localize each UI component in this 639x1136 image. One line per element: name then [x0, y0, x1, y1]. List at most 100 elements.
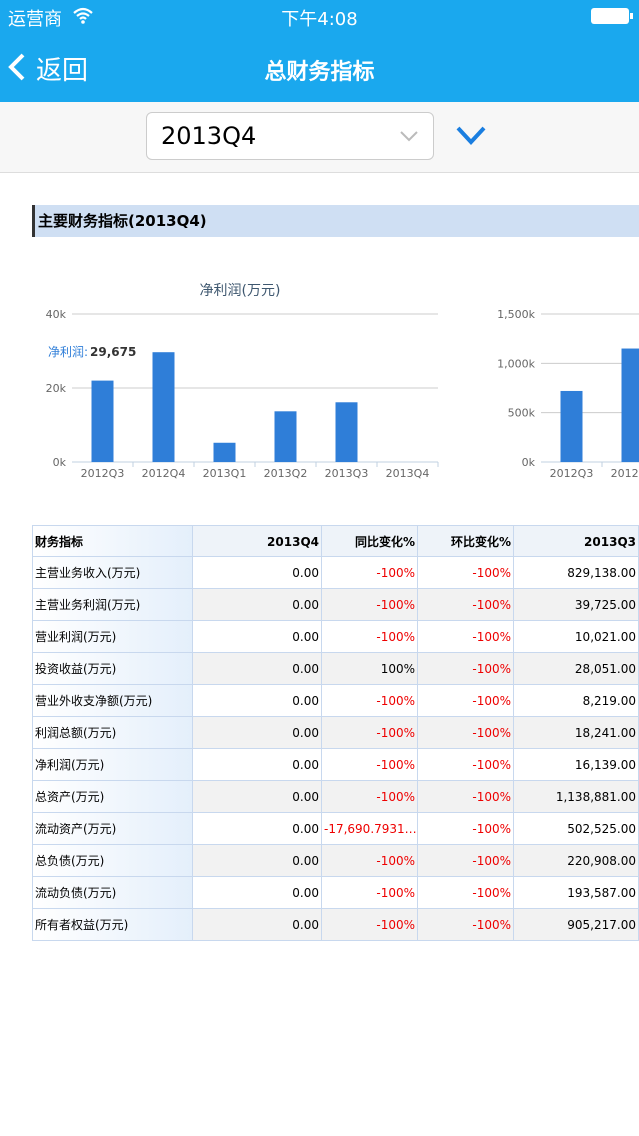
table-cell: -100%: [418, 845, 514, 877]
dropdown-chevron[interactable]: [455, 124, 487, 148]
table-cell: 193,587.00: [514, 877, 639, 909]
table-cell: 0.00: [193, 685, 322, 717]
table-cell: 流动资产(万元): [32, 813, 193, 845]
tooltip: 净利润: 29,675: [48, 345, 136, 359]
table-cell: 投资收益(万元): [32, 653, 193, 685]
table-cell: -100%: [322, 621, 418, 653]
x-tick-label: 2012Q3: [81, 467, 125, 480]
header-cell: 财务指标: [32, 525, 193, 557]
table-cell: -100%: [322, 909, 418, 941]
table-cell: -100%: [322, 845, 418, 877]
table-cell: 0.00: [193, 813, 322, 845]
table-cell: 0.00: [193, 717, 322, 749]
table-cell: 16,139.00: [514, 749, 639, 781]
table-cell: -100%: [418, 717, 514, 749]
x-tick-label: 2013Q3: [325, 467, 369, 480]
table-cell: 0.00: [193, 781, 322, 813]
table-cell: 18,241.00: [514, 717, 639, 749]
section-title: 主要财务指标(2013Q4): [32, 205, 639, 237]
bar: [213, 442, 236, 462]
clock: 下午4:08: [281, 9, 358, 30]
table-cell: -100%: [322, 589, 418, 621]
y-tick-label: 500k: [508, 407, 536, 420]
table-cell: -100%: [418, 813, 514, 845]
tooltip-label: 净利润:: [48, 345, 88, 359]
table-cell: 905,217.00: [514, 909, 639, 941]
table-cell: 100%: [322, 653, 418, 685]
bar: [152, 352, 175, 462]
table-cell: 总资产(万元): [32, 781, 193, 813]
table-cell: -100%: [322, 685, 418, 717]
header-bar: 运营商 下午4:08 返回 总财务指标: [0, 0, 639, 102]
table-cell: 营业利润(万元): [32, 621, 193, 653]
y-tick-label: 0k: [522, 456, 536, 469]
table-cell: 502,525.00: [514, 813, 639, 845]
table-cell: 0.00: [193, 557, 322, 589]
y-tick-label: 1,500k: [497, 308, 535, 321]
table-cell: 8,219.00: [514, 685, 639, 717]
table-cell: -100%: [322, 557, 418, 589]
bar: [335, 402, 358, 462]
table-cell: -100%: [418, 877, 514, 909]
table-cell: 利润总额(万元): [32, 717, 193, 749]
table-cell: -17,690.7931…: [322, 813, 418, 845]
table-cell: -100%: [322, 717, 418, 749]
x-tick-label: 2012Q4: [611, 467, 639, 480]
selector-bar: 2013Q4: [0, 102, 639, 173]
table-cell: -100%: [418, 653, 514, 685]
bar: [621, 348, 639, 462]
bar: [91, 380, 114, 462]
x-tick-label: 2012Q4: [142, 467, 186, 480]
table-cell: 0.00: [193, 749, 322, 781]
table-cell: 1,138,881.00: [514, 781, 639, 813]
header-cell: 环比变化%: [418, 525, 514, 557]
table-cell: 0.00: [193, 877, 322, 909]
header-cell: 2013Q3: [514, 525, 639, 557]
table-cell: -100%: [418, 781, 514, 813]
table-cell: -100%: [418, 749, 514, 781]
table-cell: -100%: [418, 685, 514, 717]
select-value: 2013Q4: [161, 122, 257, 150]
table-cell: -100%: [418, 557, 514, 589]
back-arrow[interactable]: [6, 52, 28, 82]
table-cell: 0.00: [193, 653, 322, 685]
table-cell: 0.00: [193, 621, 322, 653]
period-select[interactable]: 2013Q4: [146, 112, 434, 160]
table-cell: -100%: [418, 589, 514, 621]
x-tick-label: 2013Q4: [386, 467, 430, 480]
select-caret: [400, 131, 418, 142]
table-cell: 主营业务利润(万元): [32, 589, 193, 621]
tooltip-value: 29,675: [90, 345, 136, 359]
table-cell: -100%: [322, 749, 418, 781]
table-cell: -100%: [418, 621, 514, 653]
table-cell: 0.00: [193, 845, 322, 877]
x-tick-label: 2013Q2: [264, 467, 308, 480]
back-button[interactable]: 返回: [36, 56, 89, 86]
battery-icon: [591, 8, 633, 24]
bar: [560, 390, 583, 462]
table-cell: 流动负债(万元): [32, 877, 193, 909]
wifi-icon: [73, 7, 93, 24]
table-cell: 220,908.00: [514, 845, 639, 877]
table-cell: 总负债(万元): [32, 845, 193, 877]
page-title: 总财务指标: [264, 60, 375, 85]
table-cell: 主营业务收入(万元): [32, 557, 193, 589]
table-cell: 28,051.00: [514, 653, 639, 685]
table-cell: 0.00: [193, 909, 322, 941]
x-tick-label: 2013Q1: [203, 467, 247, 480]
header-cell: 同比变化%: [322, 525, 418, 557]
table-cell: -100%: [322, 781, 418, 813]
table-cell: 净利润(万元): [32, 749, 193, 781]
table-cell: 39,725.00: [514, 589, 639, 621]
table-cell: -100%: [322, 877, 418, 909]
x-tick-label: 2012Q3: [550, 467, 594, 480]
carrier: 运营商: [8, 9, 62, 30]
y-tick-label: 40k: [46, 308, 67, 321]
header-cell: 2013Q4: [193, 525, 322, 557]
chart-title: 净利润(万元): [200, 283, 281, 299]
bar: [274, 411, 297, 462]
table-cell: -100%: [418, 909, 514, 941]
table-cell: 0.00: [193, 589, 322, 621]
charts: 净利润(万元) 0k 20k 40k 2012Q3 2012Q4 2013Q1 2013Q2 2…: [46, 283, 639, 480]
